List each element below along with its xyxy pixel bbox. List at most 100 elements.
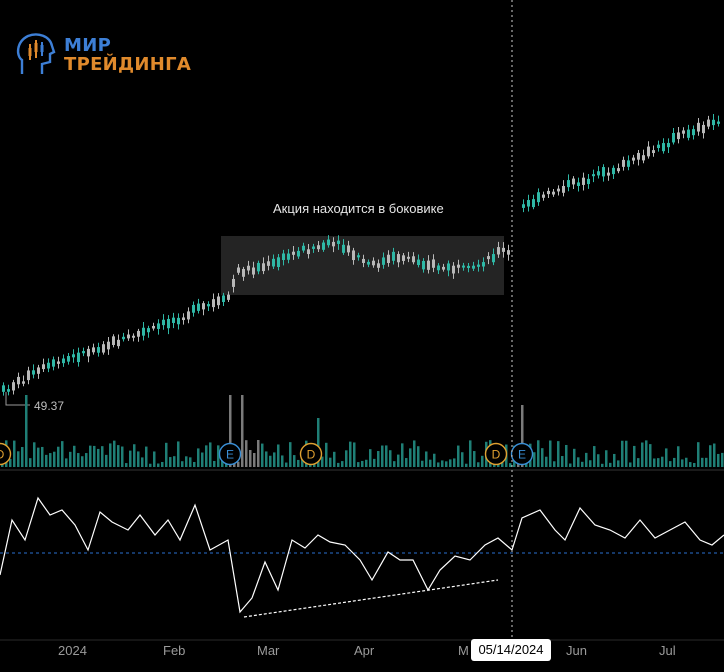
candle-body [12,382,15,391]
volume-bar [717,453,720,467]
candle-body [712,119,715,126]
candle-body [87,348,90,357]
volume-bar [277,444,280,467]
candle-body [392,251,395,261]
volume-bar [409,448,412,467]
event-badge-e[interactable]: E [218,442,242,466]
volume-bar [593,446,596,467]
candle-body [397,254,400,263]
candle-body [547,190,550,195]
candle-body [337,240,340,244]
candle-body [537,192,540,203]
candle-body [32,370,35,375]
candle-body [162,319,165,326]
candle-body [112,336,115,346]
price-marker-line [5,392,30,406]
candle-body [502,247,505,252]
volume-bar [565,444,568,467]
price-marker-label: 49.37 [34,399,65,413]
candle-body [472,265,475,269]
candle-body [532,199,535,208]
candle-body [382,257,385,265]
candle-body [642,155,645,161]
candle-body [242,268,245,277]
volume-bar [185,456,188,467]
volume-bar [381,445,384,467]
event-badge-d[interactable]: D [299,442,323,466]
candle-body [697,122,700,132]
volume-bar [29,458,32,467]
candle-body [462,265,465,268]
volume-bar [173,456,176,467]
candle-body [232,278,235,287]
candle-body [262,263,265,272]
volume-bar [449,459,452,467]
volume-bar [289,442,292,467]
volume-bar [521,405,524,467]
volume-bar [197,448,200,467]
candle-body [687,129,690,138]
candle-body [187,311,190,320]
candle-body [427,260,430,270]
volume-bar [141,457,144,467]
candle-body [127,334,130,339]
volume-bar [193,461,196,467]
brand-line-1: МИР [64,35,112,56]
candle-body [317,245,320,250]
candle-body [327,239,330,246]
volume-bar [417,446,420,467]
candle-body [582,177,585,185]
candle-body [167,318,170,329]
volume-bar [429,459,432,467]
candle-body [702,124,705,134]
volume-bar [237,461,240,467]
event-badge-e[interactable]: E [510,442,534,466]
candle-body [67,356,70,362]
volume-bar [613,453,616,467]
x-label-may: M [458,643,469,658]
volume-bar [685,457,688,467]
candle-body [217,296,220,306]
candle-body [47,362,50,369]
candle-body [637,152,640,160]
volume-bar [445,461,448,467]
sideways-annotation: Акция находится в боковике [273,201,444,216]
candle-body [22,381,25,384]
volume-bar [273,452,276,467]
brand-line-2: ТРЕЙДИНГА [64,54,192,75]
candle-body [442,266,445,270]
candle-body [477,264,480,267]
volume-bar [73,445,76,467]
volume-bar [249,450,252,467]
volume-bar [77,453,80,467]
volume-bar [89,445,92,467]
volume-bar [389,450,392,467]
volume-bar [33,442,36,467]
volume-bar [261,443,264,467]
candle-body [452,265,455,274]
volume-bar [121,446,124,467]
event-badge-d[interactable]: D [484,442,508,466]
candle-body [307,249,310,255]
volume-bar [397,454,400,467]
candle-body [627,160,630,167]
volume-bar [609,462,612,467]
candle-body [282,253,285,261]
event-badges: DEDDE [0,442,534,466]
candle-body [707,119,710,127]
volume-bar [129,450,132,467]
candle-body [417,259,420,266]
volume-bar [413,440,416,467]
volume-bar [669,461,672,467]
candle-body [717,121,720,124]
volume-bar [377,451,380,467]
candle-body [647,146,650,157]
event-badge-d[interactable]: D [0,442,12,466]
candle-body [207,304,210,307]
candle-body [122,336,125,340]
candle-body [172,317,175,323]
volume-bar [401,443,404,467]
volume-bar [573,448,576,467]
candle-body [682,130,685,134]
